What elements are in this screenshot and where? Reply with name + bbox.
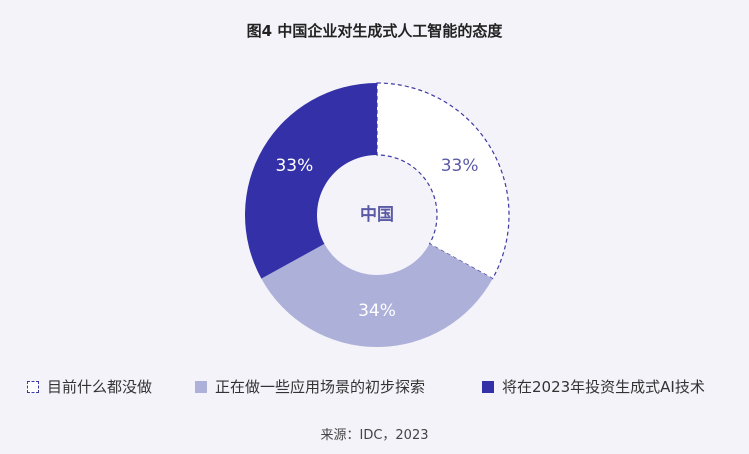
center-label: 中国 <box>360 204 394 225</box>
slice-no-action <box>376 82 510 280</box>
slice-investing <box>244 82 377 279</box>
legend-swatch-investing <box>482 380 494 393</box>
legend-swatch-no-action <box>27 380 39 393</box>
chart-title: 图4 中国企业对生成式人工智能的态度 <box>246 22 503 40</box>
legend-item-investing: 将在2023年投资生成式AI技术 <box>482 376 705 397</box>
slice-label-no-action: 33% <box>441 156 479 176</box>
legend-swatch-exploring <box>195 380 207 393</box>
legend-label-exploring: 正在做一些应用场景的初步探索 <box>215 378 426 396</box>
slice-exploring <box>261 243 493 347</box>
source-note: 来源：IDC，2023 <box>320 428 429 443</box>
legend-item-exploring: 正在做一些应用场景的初步探索 <box>195 376 425 397</box>
slice-label-investing: 33% <box>275 156 313 176</box>
legend-label-investing: 将在2023年投资生成式AI技术 <box>502 378 705 396</box>
legend-label-no-action: 目前什么都没做 <box>47 378 153 396</box>
slice-label-exploring: 34% <box>358 301 396 321</box>
legend: 目前什么都没做 正在做一些应用场景的初步探索 将在2023年投资生成式AI技术 <box>0 376 749 398</box>
legend-item-no-action: 目前什么都没做 <box>27 376 152 397</box>
